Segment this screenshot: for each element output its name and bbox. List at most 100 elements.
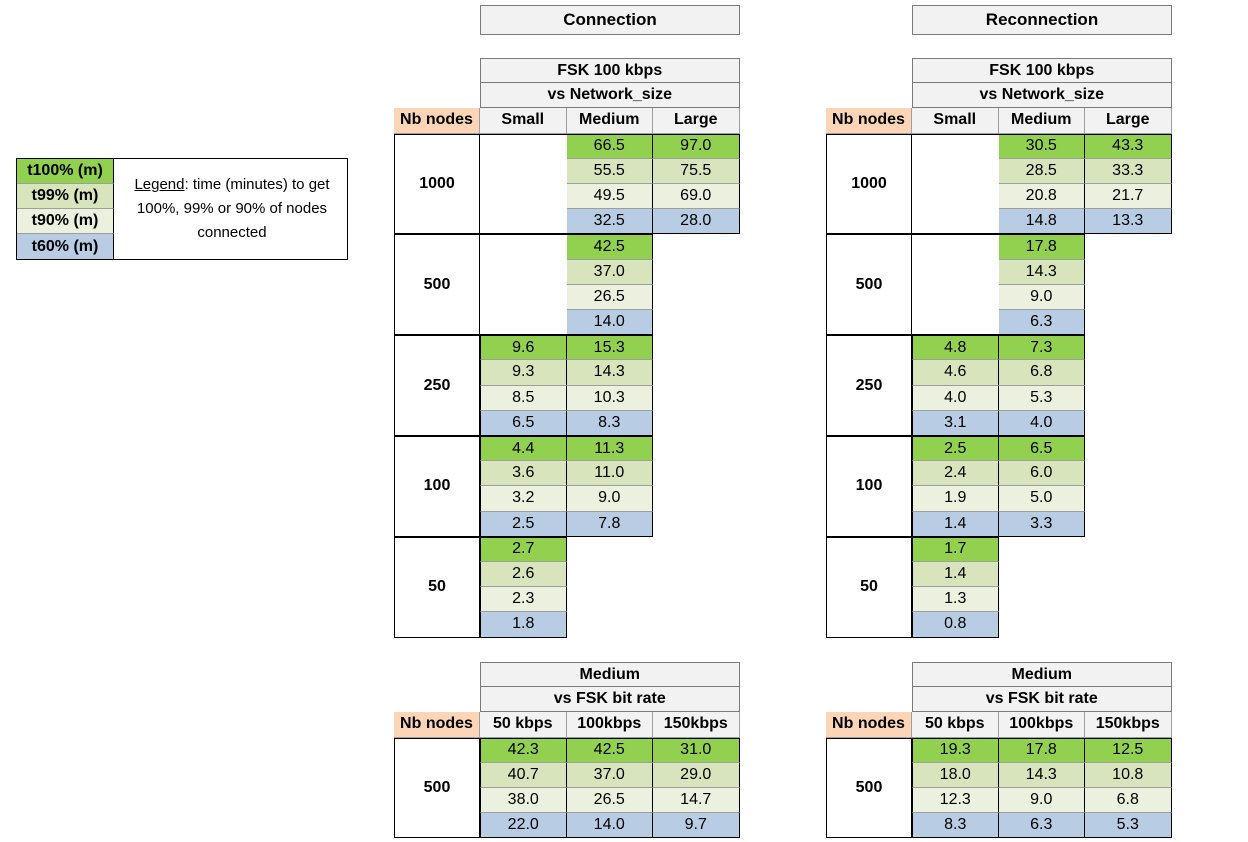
column-header: Large: [1085, 108, 1172, 134]
table-header-subtitle: vs Network_size: [912, 83, 1172, 109]
legend-label-t99: t99% (m): [31, 187, 99, 204]
table-header-title: Medium: [480, 662, 740, 688]
table-header-title: Medium: [912, 662, 1172, 688]
column-header: 50 kbps: [480, 712, 567, 738]
data-cell: 14.3: [998, 762, 1085, 788]
data-cell: 14.7: [653, 788, 740, 814]
data-cell: 6.3: [998, 813, 1085, 839]
data-cell: 21.7: [1085, 184, 1172, 210]
data-cell: 43.3: [1085, 133, 1172, 159]
nb-nodes-cell: 500: [394, 234, 480, 336]
data-cell: 14.0: [566, 813, 653, 839]
data-cell: 11.0: [566, 461, 653, 487]
data-cell: 9.0: [566, 486, 653, 512]
table-header-subtitle: vs FSK bit rate: [912, 687, 1172, 713]
data-cell: 4.4: [480, 436, 567, 462]
data-cell: 33.3: [1085, 158, 1172, 184]
column-header: Medium: [998, 108, 1085, 134]
data-cell: 9.7: [653, 813, 740, 839]
legend-text: : time (minutes) to get 100%, 99% or 90%…: [136, 176, 330, 241]
legend-label-t60: t60% (m): [31, 237, 99, 255]
data-cell: 6.3: [998, 310, 1085, 336]
data-cell: 32.5: [566, 209, 653, 235]
column-header: Small: [480, 108, 567, 134]
data-cell: 7.3: [998, 335, 1085, 361]
data-cell: 1.9: [912, 486, 999, 512]
data-cell: 26.5: [566, 284, 653, 310]
data-cell: 31.0: [653, 737, 740, 763]
data-cell: 14.3: [566, 360, 653, 386]
data-cell: 9.6: [480, 335, 567, 361]
column-header: 150kbps: [653, 712, 740, 738]
data-cell: 3.2: [480, 486, 567, 512]
data-cell: 3.1: [912, 410, 999, 436]
data-cell: 1.7: [912, 536, 999, 562]
data-cell: 5.0: [998, 486, 1085, 512]
nb-nodes-cell: 100: [826, 436, 912, 537]
legend-swatch-t90: t90% (m): [17, 209, 114, 234]
data-cell: 4.0: [998, 410, 1085, 436]
column-header: 100kbps: [566, 712, 653, 738]
data-cell: 12.3: [912, 788, 999, 814]
legend-swatch-t100: t100% (m): [17, 159, 114, 184]
data-cell: 1.3: [912, 587, 999, 613]
legend-box: t100% (m) t99% (m) t90% (m) t60% (m) Leg…: [16, 158, 348, 260]
data-cell: 42.5: [566, 737, 653, 763]
data-cell: 0.8: [912, 612, 999, 638]
data-cell: 7.8: [566, 511, 653, 537]
data-cell: 30.5: [998, 133, 1085, 159]
data-cell: 6.8: [1085, 788, 1172, 814]
data-cell: 37.0: [566, 762, 653, 788]
column-header: 150kbps: [1085, 712, 1172, 738]
nb-nodes-cell: 50: [394, 536, 480, 638]
nb-nodes-header: Nb nodes: [826, 108, 912, 134]
nb-nodes-cell: 1000: [394, 133, 480, 235]
data-cell: 28.0: [653, 209, 740, 235]
data-cell: 6.5: [998, 436, 1085, 462]
column-header: Small: [912, 108, 999, 134]
data-cell: 17.8: [998, 234, 1085, 260]
data-cell: 28.5: [998, 158, 1085, 184]
data-cell: 4.8: [912, 335, 999, 361]
data-cell: 1.4: [912, 511, 999, 537]
data-cell: 20.8: [998, 184, 1085, 210]
legend-swatch-t99: t99% (m): [17, 184, 114, 209]
nb-nodes-header: Nb nodes: [826, 712, 912, 738]
data-cell: 22.0: [480, 813, 567, 839]
column-header: 50 kbps: [912, 712, 999, 738]
data-cell: 49.5: [566, 184, 653, 210]
data-cell: 17.8: [998, 737, 1085, 763]
data-cell: 8.5: [480, 385, 567, 411]
legend-label-t100: t100% (m): [27, 162, 103, 179]
empty-cell-block: [912, 234, 999, 336]
nb-nodes-cell: 250: [394, 335, 480, 436]
data-cell: 6.5: [480, 410, 567, 436]
legend-label-t90: t90% (m): [31, 212, 99, 229]
empty-cell-block: [480, 234, 567, 336]
table-header-title: FSK 100 kbps: [480, 58, 740, 84]
legend-key: Legend: [134, 176, 185, 193]
column-header: 100kbps: [998, 712, 1085, 738]
data-cell: 8.3: [912, 813, 999, 839]
column-header: Large: [653, 108, 740, 134]
data-cell: 3.6: [480, 461, 567, 487]
nb-nodes-cell: 1000: [826, 133, 912, 235]
nb-nodes-cell: 50: [826, 536, 912, 638]
nb-nodes-header: Nb nodes: [394, 108, 480, 134]
nb-nodes-cell: 500: [394, 737, 480, 839]
data-cell: 11.3: [566, 436, 653, 462]
data-cell: 3.3: [998, 511, 1085, 537]
data-cell: 5.3: [1085, 813, 1172, 839]
data-cell: 42.3: [480, 737, 567, 763]
data-cell: 75.5: [653, 158, 740, 184]
column-header: Medium: [566, 108, 653, 134]
data-cell: 5.3: [998, 385, 1085, 411]
empty-cell-block: [480, 133, 567, 235]
reconnection-title: Reconnection: [912, 5, 1172, 35]
data-cell: 29.0: [653, 762, 740, 788]
data-cell: 4.6: [912, 360, 999, 386]
data-cell: 40.7: [480, 762, 567, 788]
connection-title: Connection: [480, 5, 740, 35]
data-cell: 2.4: [912, 461, 999, 487]
data-cell: 9.3: [480, 360, 567, 386]
